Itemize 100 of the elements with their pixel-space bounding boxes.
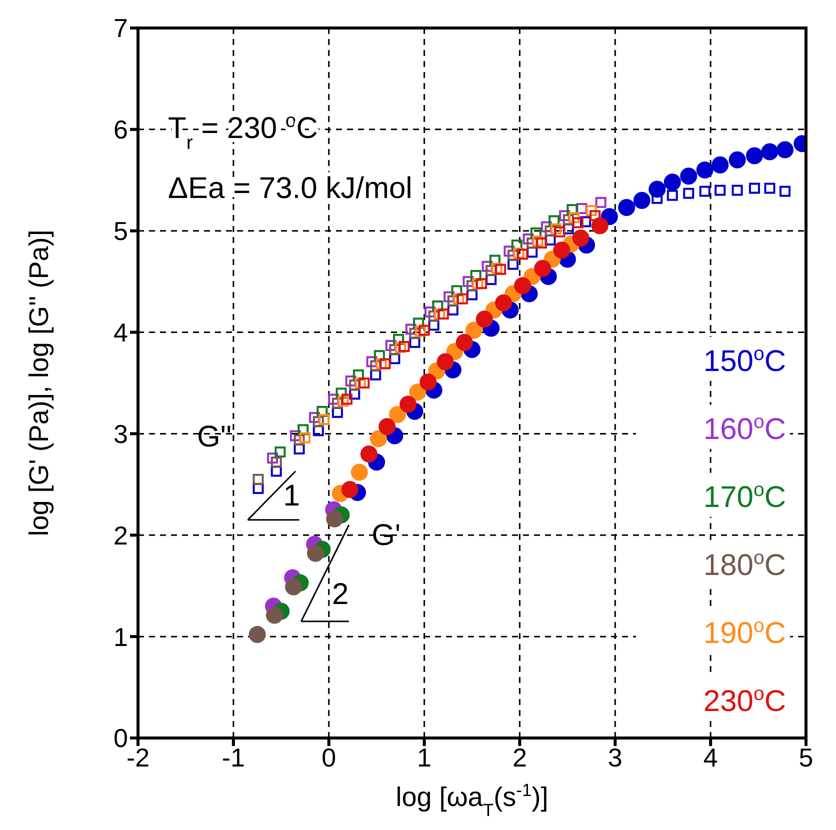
point [298,424,309,436]
y-tick-label: 6 [114,114,128,145]
x-tick-label: 3 [608,742,622,772]
slope-triangle: 1 [247,470,300,521]
y-tick-label: 1 [114,622,128,652]
point [306,544,324,562]
point [553,242,570,259]
point [405,324,416,335]
point [489,254,500,266]
annotation: G'' [196,420,232,454]
text: 160$^{o}$C [703,410,786,446]
point [374,350,385,362]
point [447,295,458,306]
text: 150$^{o}$C [703,342,786,378]
point [548,215,560,226]
point [562,214,574,226]
point [732,184,743,196]
point [466,289,478,300]
point [370,360,382,372]
point [714,184,726,196]
x-tick-label: 0 [322,742,336,772]
point [294,443,305,454]
point [586,205,597,216]
point [491,262,502,274]
point [536,238,548,249]
x-axis-title: log [ωa$_{T}$(s$^{-1}$)] [396,780,548,820]
point [572,229,590,246]
point [309,412,320,423]
point [341,394,352,405]
point [252,482,264,494]
point [514,277,532,294]
x-tick-label: -2 [126,742,150,772]
point [414,326,426,337]
point [432,300,444,312]
point [534,260,552,277]
point [444,291,455,302]
point [532,236,544,246]
point [400,396,417,413]
point [495,264,506,275]
point [378,418,396,436]
point [456,334,473,351]
point [572,217,584,228]
point [409,328,420,339]
point [350,464,368,481]
x-tick-label: 2 [512,742,527,772]
point [341,481,358,498]
point [389,353,400,364]
point [476,310,493,328]
point [540,221,552,232]
point [595,196,606,208]
point [389,406,406,423]
point [424,306,436,318]
point [472,278,484,290]
annotation: 1 [283,480,300,513]
point [338,396,349,407]
point [393,334,404,345]
point [748,182,760,194]
point [465,322,482,339]
point [328,394,340,405]
slope-triangle: 2 [300,524,350,622]
point [428,320,440,331]
point [398,340,410,352]
point [418,324,430,336]
point [764,182,776,194]
point [513,248,524,259]
point [568,212,580,224]
point [517,248,528,260]
point [420,373,437,390]
point [413,318,424,329]
text: 180$^{o}$C [703,546,786,582]
point [590,210,601,222]
point [680,168,698,185]
point [266,606,283,624]
point [554,226,566,238]
point [776,141,794,158]
x-tick-label: 5 [798,742,814,772]
y-tick-label: 0 [114,723,128,754]
point [648,180,666,198]
point [728,151,746,168]
point [761,143,778,160]
point [470,270,482,281]
point [332,398,343,409]
y-tick-label: 4 [114,318,128,348]
point [696,162,714,178]
point [504,246,515,257]
annotation: G' [372,519,401,552]
point [370,430,387,448]
point [462,276,474,288]
point [316,406,328,417]
x-tick-label: -1 [222,742,245,772]
point [345,375,356,386]
point [618,199,636,216]
text: 190$^{o}$C [703,614,786,650]
y-tick-label: 2 [114,520,128,550]
point [274,446,286,458]
text: 170$^{o}$C [703,478,786,514]
point [664,174,681,191]
x-tick-label: 4 [703,742,718,772]
point [559,210,570,222]
point [409,336,420,348]
